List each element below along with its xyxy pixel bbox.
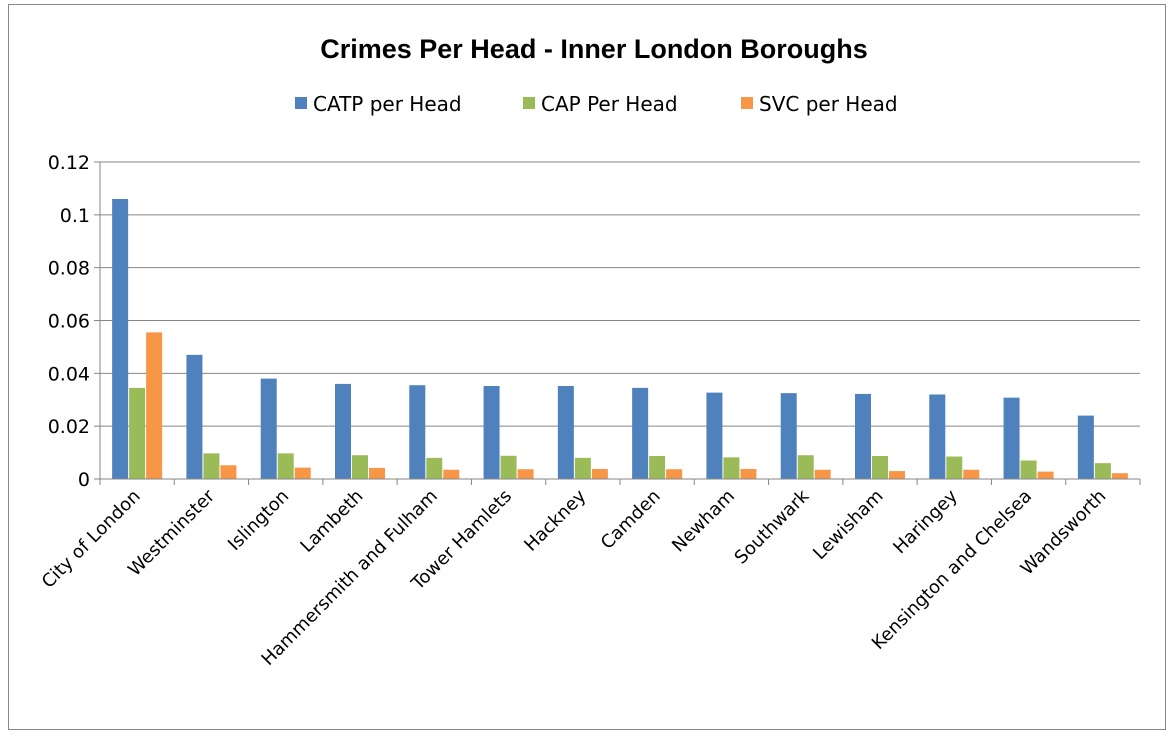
- y-tick-label: 0.02: [48, 416, 90, 438]
- bar-3: [1037, 471, 1054, 479]
- bar-2: [872, 456, 888, 479]
- bar-1: [855, 393, 871, 479]
- bar-1: [112, 198, 129, 479]
- x-category-label: Hackney: [520, 485, 590, 555]
- y-tick-label: 0.06: [48, 311, 90, 333]
- bar-1: [557, 386, 574, 479]
- bar-3: [443, 469, 460, 479]
- bar-3: [666, 469, 683, 479]
- bar-1: [780, 393, 797, 479]
- legend-swatch: [295, 97, 307, 109]
- chart-title: Crimes Per Head - Inner London Boroughs: [320, 34, 868, 64]
- bar-3: [889, 471, 905, 479]
- bar-1: [483, 386, 500, 479]
- bar-1: [632, 387, 649, 479]
- bar-2: [426, 457, 443, 479]
- x-category-label: Newham: [668, 486, 739, 557]
- y-tick-label: 0.1: [60, 205, 90, 227]
- bar-1: [335, 383, 351, 479]
- bar-1: [260, 378, 277, 479]
- x-category-label: Haringey: [889, 485, 962, 558]
- legend-label: CATP per Head: [313, 92, 462, 116]
- chart-frame: Crimes Per Head - Inner London Boroughs …: [8, 4, 1166, 730]
- bar-1: [706, 392, 723, 479]
- x-category-label: Southwark: [731, 485, 814, 568]
- legend: CATP per Head CAP Per Head SVC per Head: [295, 92, 898, 116]
- bar-1: [929, 394, 946, 479]
- bar-2: [946, 456, 963, 479]
- chart: Crimes Per Head - Inner London Boroughs …: [38, 34, 1141, 670]
- bar-3: [963, 469, 980, 479]
- bar-2: [500, 455, 517, 479]
- bar-1: [409, 385, 426, 479]
- bar-2: [1020, 460, 1037, 479]
- bar-2: [129, 387, 146, 479]
- bar-1: [1003, 397, 1020, 479]
- bar-3: [369, 467, 385, 479]
- legend-swatch: [523, 97, 535, 109]
- y-tick-label: 0.04: [48, 363, 90, 385]
- legend-swatch: [741, 97, 753, 109]
- bars: [112, 198, 1128, 479]
- bar-3: [1111, 473, 1128, 479]
- bar-3: [740, 468, 757, 479]
- bar-2: [574, 457, 591, 479]
- axes: [99, 162, 1141, 485]
- bar-2: [203, 453, 220, 479]
- bar-2: [649, 456, 666, 479]
- bar-2: [797, 455, 814, 479]
- y-axis-tick-labels: 0 0.02 0.04 0.06 0.08 0.1 0.12: [48, 152, 90, 491]
- x-category-label: Camden: [597, 486, 665, 554]
- gridlines: [94, 161, 1140, 480]
- bar-2: [1094, 463, 1111, 479]
- bar-3: [591, 468, 608, 479]
- bar-2: [723, 457, 740, 479]
- bar-1: [186, 354, 203, 479]
- y-tick-label: 0: [78, 469, 90, 491]
- legend-label: CAP Per Head: [541, 92, 678, 116]
- bar-2: [352, 455, 368, 479]
- x-category-label: Kensington and Chelsea: [868, 486, 1036, 654]
- bar-3: [294, 467, 311, 479]
- x-category-label: Lambeth: [296, 486, 367, 557]
- y-tick-label: 0.12: [48, 152, 90, 174]
- bar-1: [1077, 415, 1094, 479]
- x-category-label: Islington: [224, 486, 293, 555]
- bar-3: [517, 469, 534, 479]
- bar-2: [277, 453, 294, 479]
- bar-3: [814, 469, 831, 479]
- legend-label: SVC per Head: [759, 92, 898, 116]
- x-category-label: City of London: [38, 486, 145, 593]
- y-tick-label: 0.08: [48, 258, 90, 280]
- x-category-label: Lewisham: [809, 486, 887, 564]
- bar-3: [146, 332, 163, 479]
- bar-3: [220, 465, 237, 479]
